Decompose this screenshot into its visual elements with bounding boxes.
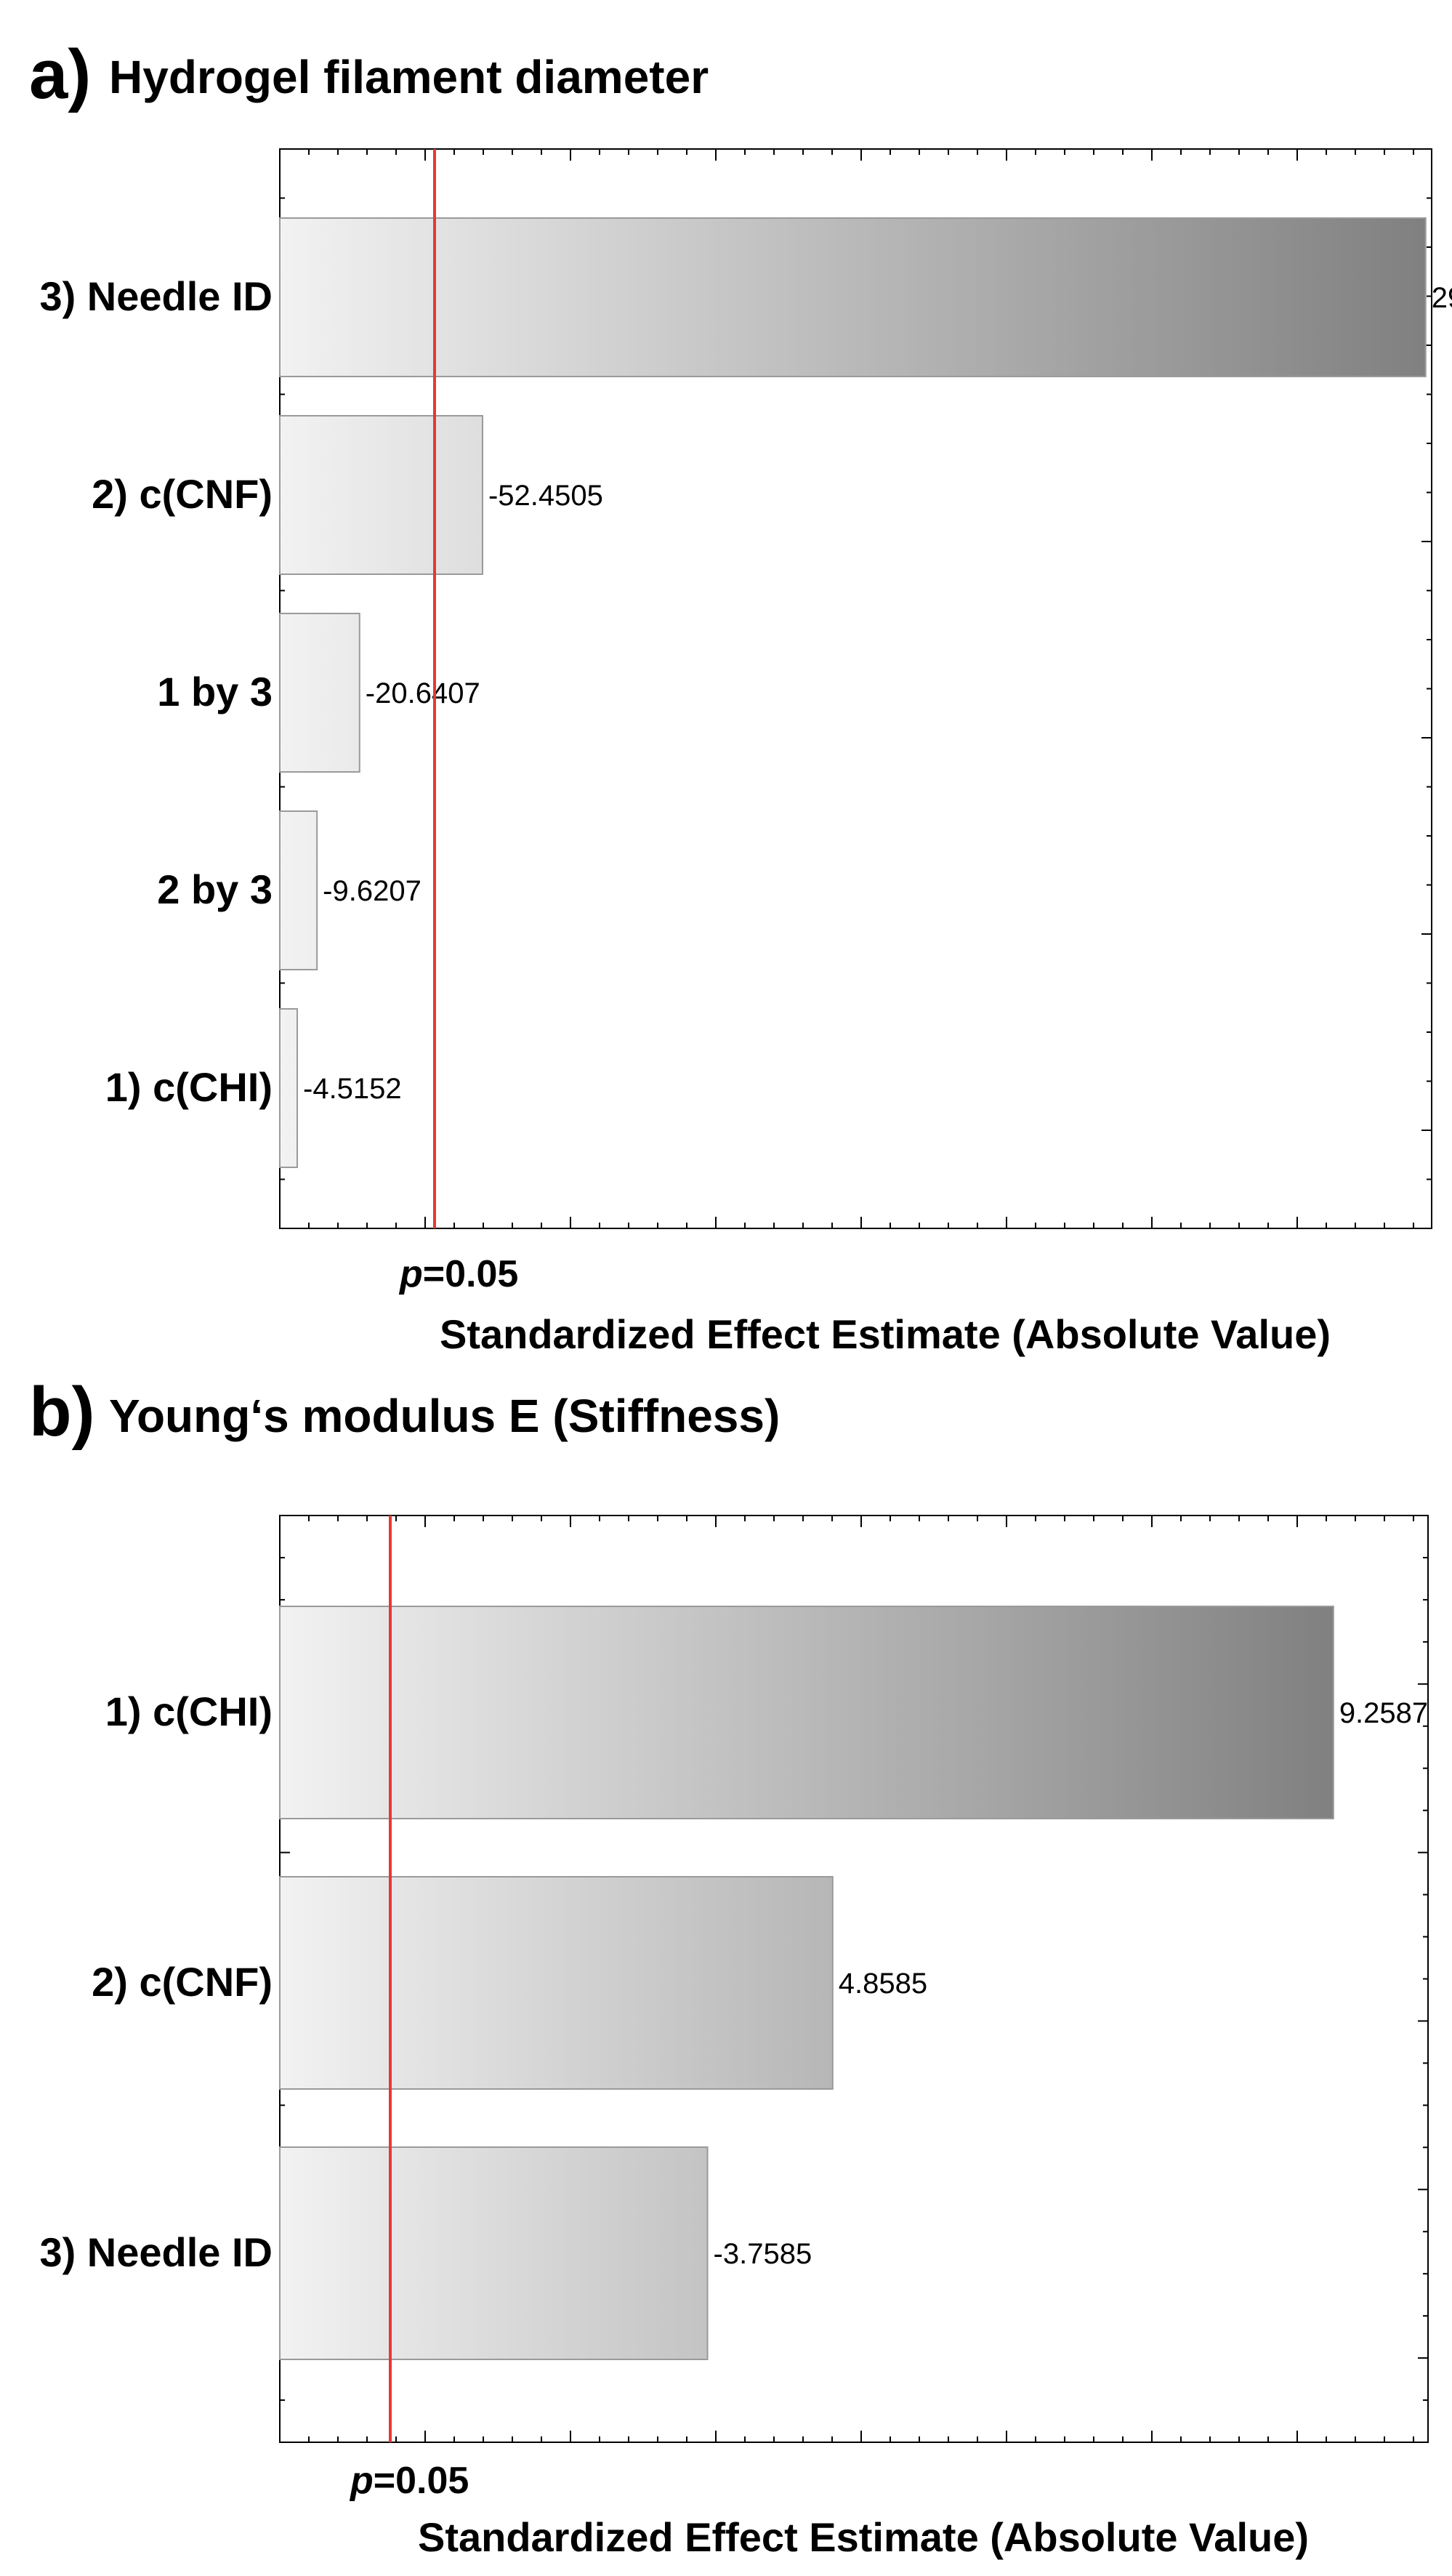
panel-letter: a): [29, 36, 91, 113]
category-label: 3) Needle ID: [39, 2229, 273, 2275]
bar: [279, 613, 360, 773]
data-label: -52.4505: [488, 480, 603, 512]
chart-title: Hydrogel filament diameter: [109, 51, 709, 103]
significance-label: p=0.05: [349, 2460, 469, 2502]
data-label: 296.4429: [1432, 282, 1452, 314]
x-axis-label: Standardized Effect Estimate (Absolute V…: [418, 2514, 1309, 2560]
significance-label: p=0.05: [398, 1253, 518, 1295]
category-label: 2 by 3: [157, 866, 273, 912]
bar: [279, 1876, 834, 2090]
x-axis-label: Standardized Effect Estimate (Absolute V…: [440, 1311, 1331, 1357]
category-label: 2) c(CNF): [92, 471, 273, 517]
data-label: -4.5152: [303, 1073, 402, 1105]
data-label: -3.7585: [714, 2238, 812, 2270]
panel-letter: b): [29, 1373, 95, 1451]
data-label: -20.6407: [366, 677, 480, 709]
category-label: 3) Needle ID: [39, 273, 273, 319]
panel-a: a) Hydrogel filament diameter 3) Needle ID…: [29, 36, 1452, 1357]
bar: [279, 2146, 709, 2360]
category-label: 2) c(CNF): [92, 1959, 273, 2005]
bar: [279, 415, 483, 575]
data-label: -9.6207: [323, 875, 422, 907]
category-label: 1) c(CHI): [105, 1064, 273, 1110]
category-label: 1) c(CHI): [105, 1689, 273, 1734]
bar: [279, 1008, 299, 1168]
category-label: 1 by 3: [157, 669, 273, 715]
bar: [279, 1606, 1334, 1819]
data-label: 9.2587: [1339, 1697, 1428, 1729]
chart-title: Young‘s modulus E (Stiffness): [109, 1390, 780, 1442]
data-label: 4.8585: [839, 1968, 927, 2000]
panel-b: b) Young‘s modulus E (Stiffness) 1) c(CHI)…: [29, 1373, 1429, 2560]
bar: [279, 810, 318, 970]
bar: [279, 217, 1427, 377]
